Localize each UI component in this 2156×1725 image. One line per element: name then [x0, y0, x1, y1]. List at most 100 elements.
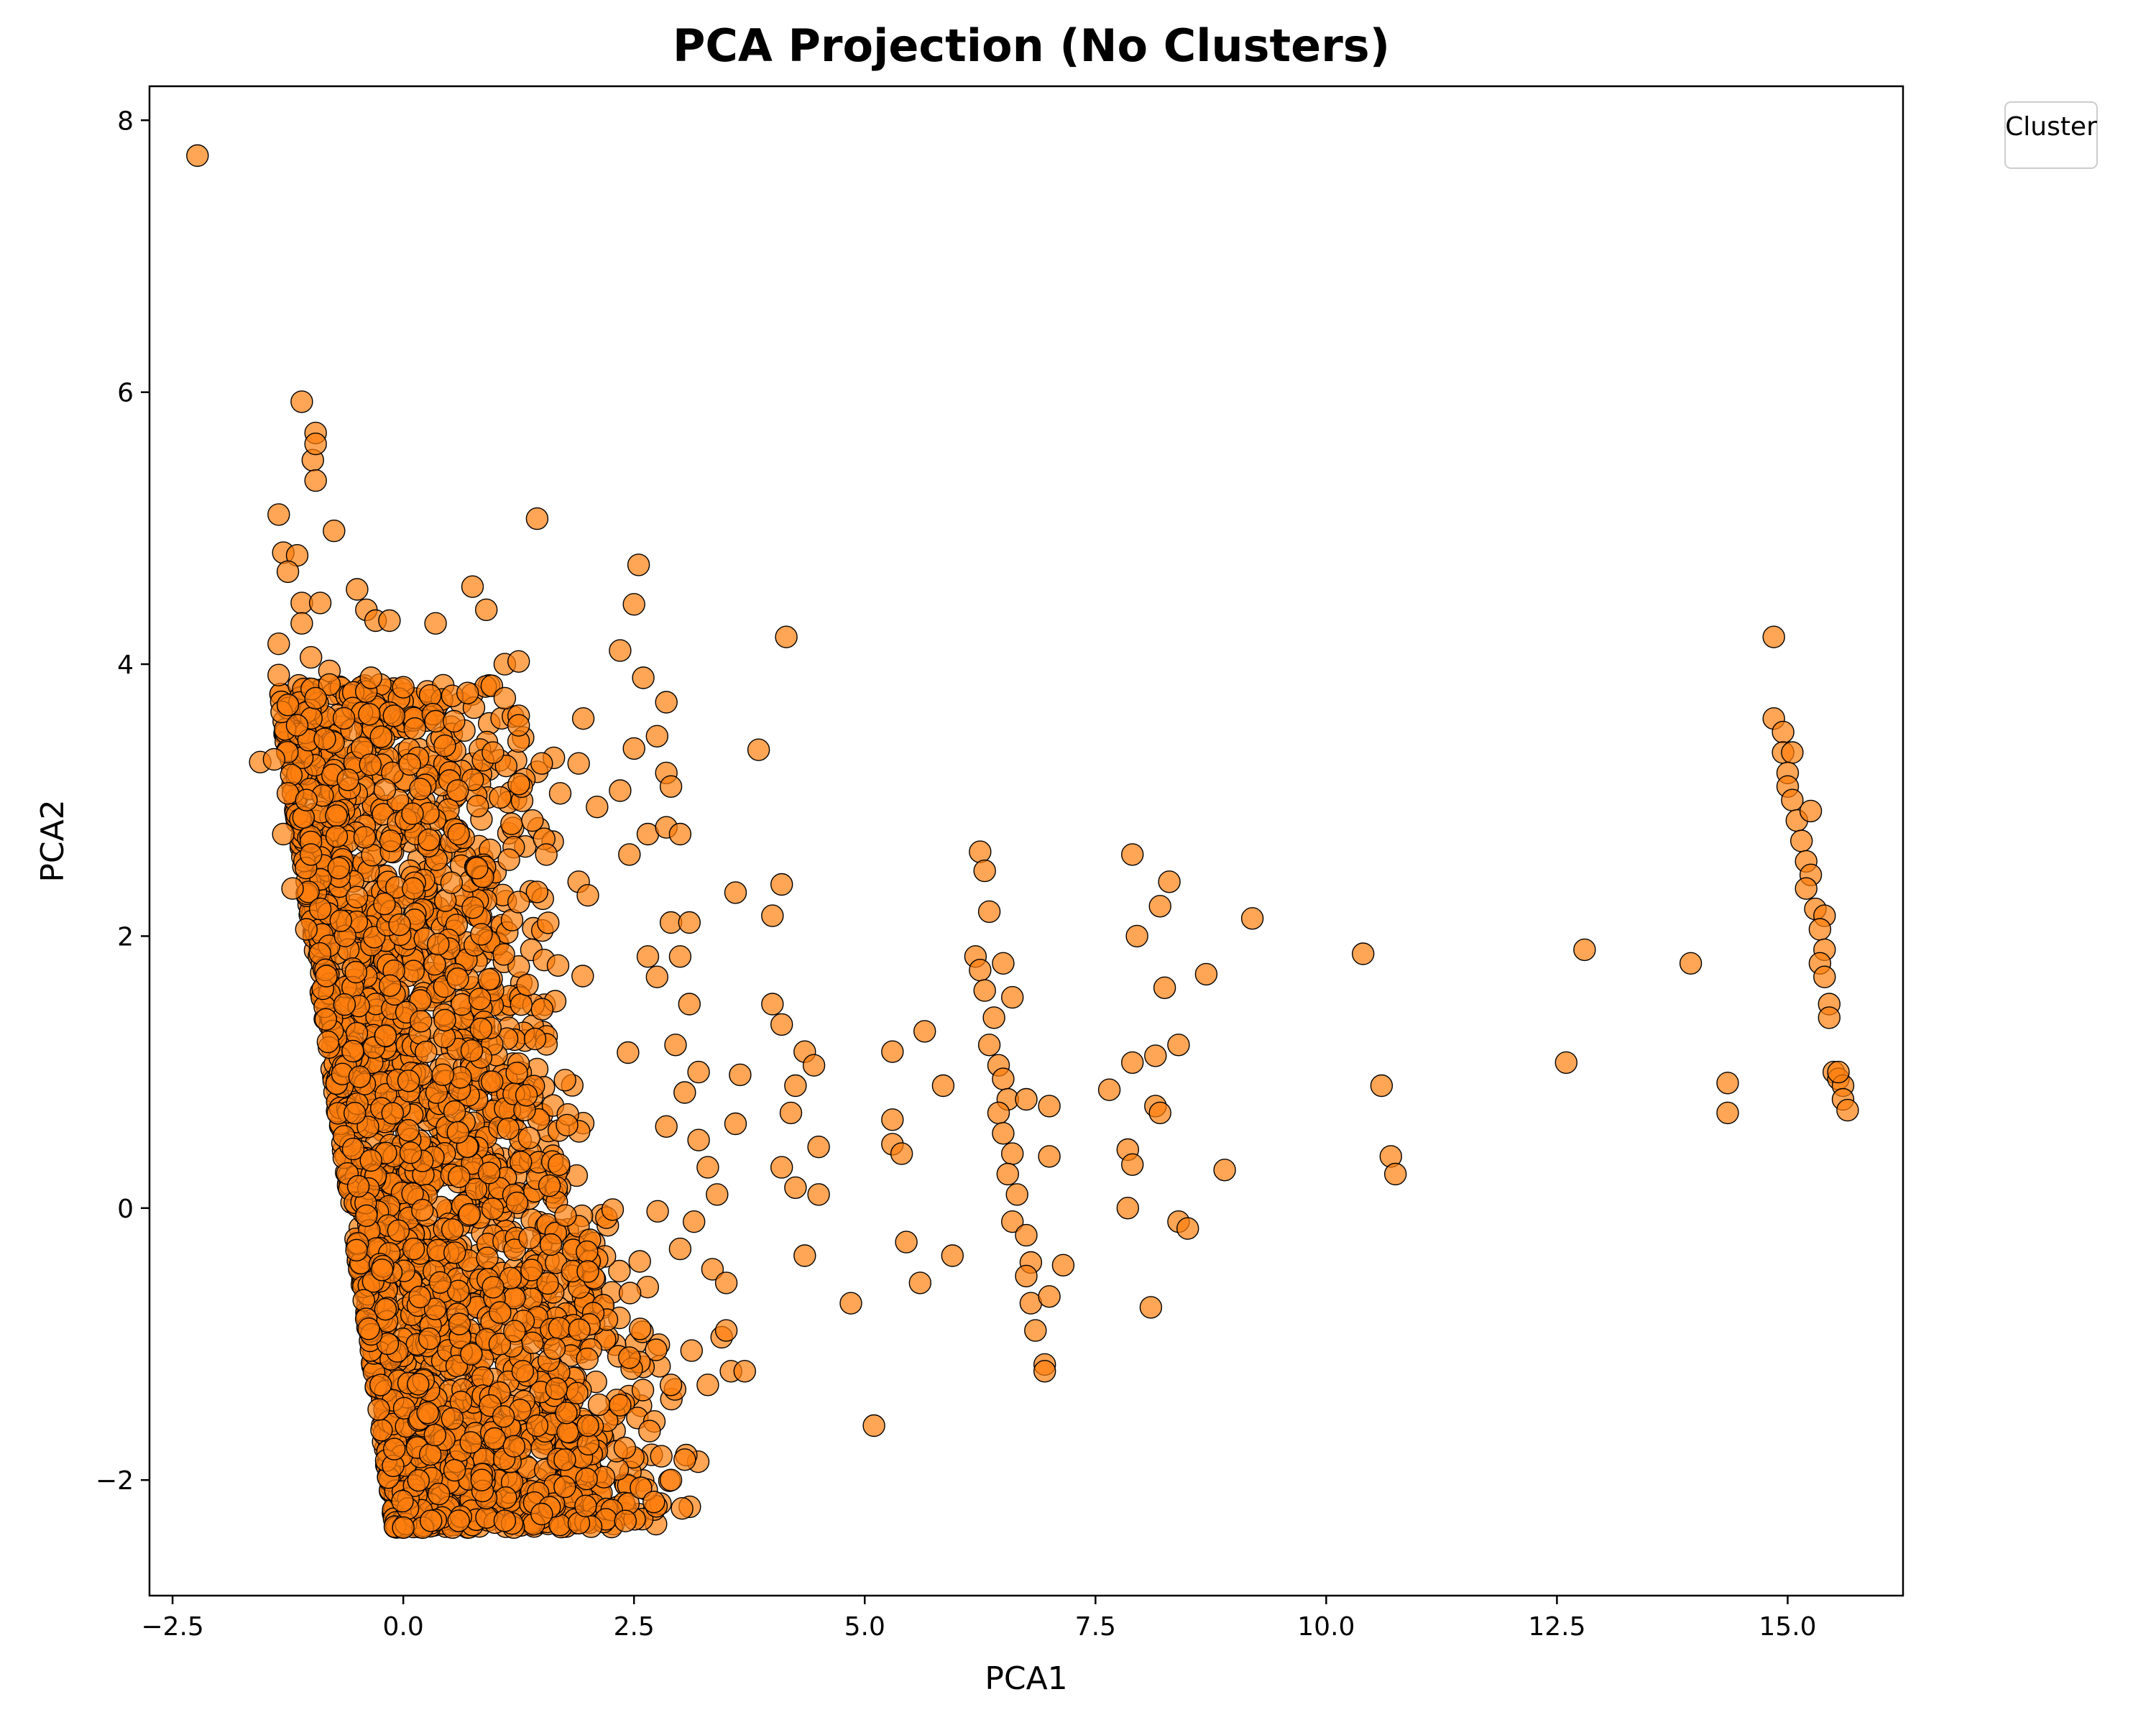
data-point [724, 1112, 747, 1136]
data-point [539, 1233, 563, 1256]
data-point [1716, 1072, 1739, 1095]
data-point [523, 1027, 547, 1051]
data-point [931, 1074, 955, 1098]
data-point [470, 923, 493, 946]
data-point [1125, 924, 1148, 948]
data-point [475, 598, 498, 622]
data-point [447, 1279, 470, 1302]
data-point [357, 1317, 380, 1340]
data-point [308, 897, 332, 921]
data-point [1015, 1223, 1038, 1247]
data-point [392, 1516, 415, 1540]
data-point [908, 1271, 932, 1294]
y-tick-label: 4 [117, 650, 134, 680]
data-point [407, 1373, 430, 1396]
data-point [418, 1327, 441, 1351]
data-point [359, 753, 382, 776]
data-point [1005, 1183, 1028, 1206]
data-point [489, 786, 512, 809]
data-point [446, 1121, 469, 1144]
chart-title: PCA Projection (No Clusters) [673, 19, 1390, 72]
data-point [503, 1320, 526, 1343]
data-point [370, 1259, 394, 1282]
data-point [374, 1297, 397, 1321]
data-point [574, 1494, 597, 1518]
data-point [1139, 1296, 1163, 1319]
data-point [992, 1122, 1015, 1145]
data-point [696, 1374, 719, 1397]
data-point [419, 1443, 442, 1466]
data-point [1144, 1044, 1167, 1067]
data-point [784, 1176, 807, 1200]
data-point [397, 1118, 420, 1142]
data-point [369, 1374, 392, 1397]
data-point [379, 974, 402, 998]
legend-box [2004, 101, 2098, 169]
data-point [402, 960, 425, 983]
data-point [516, 973, 539, 997]
data-point [336, 768, 359, 791]
data-point [609, 779, 632, 802]
data-point [367, 1398, 390, 1421]
data-point [629, 1317, 652, 1340]
data-point [466, 794, 489, 818]
plot-frame [148, 85, 1904, 1597]
data-point [316, 1030, 340, 1054]
data-point [510, 1151, 533, 1174]
data-point [427, 932, 450, 956]
data-point [346, 578, 369, 601]
data-point [568, 1318, 591, 1341]
data-point [646, 1200, 669, 1223]
y-tick-label: 8 [117, 106, 134, 136]
data-point [281, 877, 304, 900]
data-point [1153, 976, 1176, 1000]
data-point [345, 886, 369, 908]
data-point [423, 1423, 446, 1447]
data-point [359, 1149, 382, 1172]
data-point [608, 1259, 631, 1283]
data-point [1781, 741, 1804, 764]
data-point [525, 880, 548, 903]
y-axis-label: PCA2 [34, 799, 71, 882]
x-tick-label: 15.0 [1759, 1612, 1816, 1642]
data-point [729, 1063, 752, 1087]
data-point [424, 612, 447, 635]
data-point [678, 993, 701, 1016]
data-point [518, 1226, 541, 1250]
data-point [507, 773, 530, 796]
data-point [548, 1153, 571, 1177]
data-point [489, 1301, 512, 1324]
data-point [627, 553, 650, 576]
x-tick-label: 7.5 [1075, 1612, 1116, 1642]
data-point [941, 1244, 964, 1267]
data-point [553, 1069, 576, 1092]
data-point [1813, 965, 1836, 988]
data-point [1033, 1360, 1056, 1383]
data-point [387, 1219, 410, 1243]
data-point [267, 503, 290, 526]
data-point [446, 779, 469, 802]
data-point [1716, 1101, 1739, 1125]
data-point [630, 1476, 653, 1499]
data-point [650, 1445, 673, 1468]
data-point [687, 1060, 710, 1084]
data-point [659, 775, 683, 799]
data-point [696, 1156, 719, 1179]
data-point [285, 714, 309, 737]
data-point [493, 686, 517, 710]
data-point [433, 734, 456, 758]
data-point [344, 1101, 367, 1125]
data-point [1148, 1101, 1171, 1125]
data-point [415, 1040, 438, 1064]
data-point [456, 681, 479, 704]
data-point [510, 993, 533, 1016]
data-point [466, 857, 489, 880]
data-point [1679, 952, 1703, 975]
data-point [469, 1017, 493, 1041]
data-point [402, 1237, 425, 1261]
data-point [761, 904, 784, 927]
data-point [482, 741, 505, 764]
data-point [428, 1271, 452, 1294]
data-point [399, 1141, 423, 1164]
data-point [977, 1034, 1001, 1057]
